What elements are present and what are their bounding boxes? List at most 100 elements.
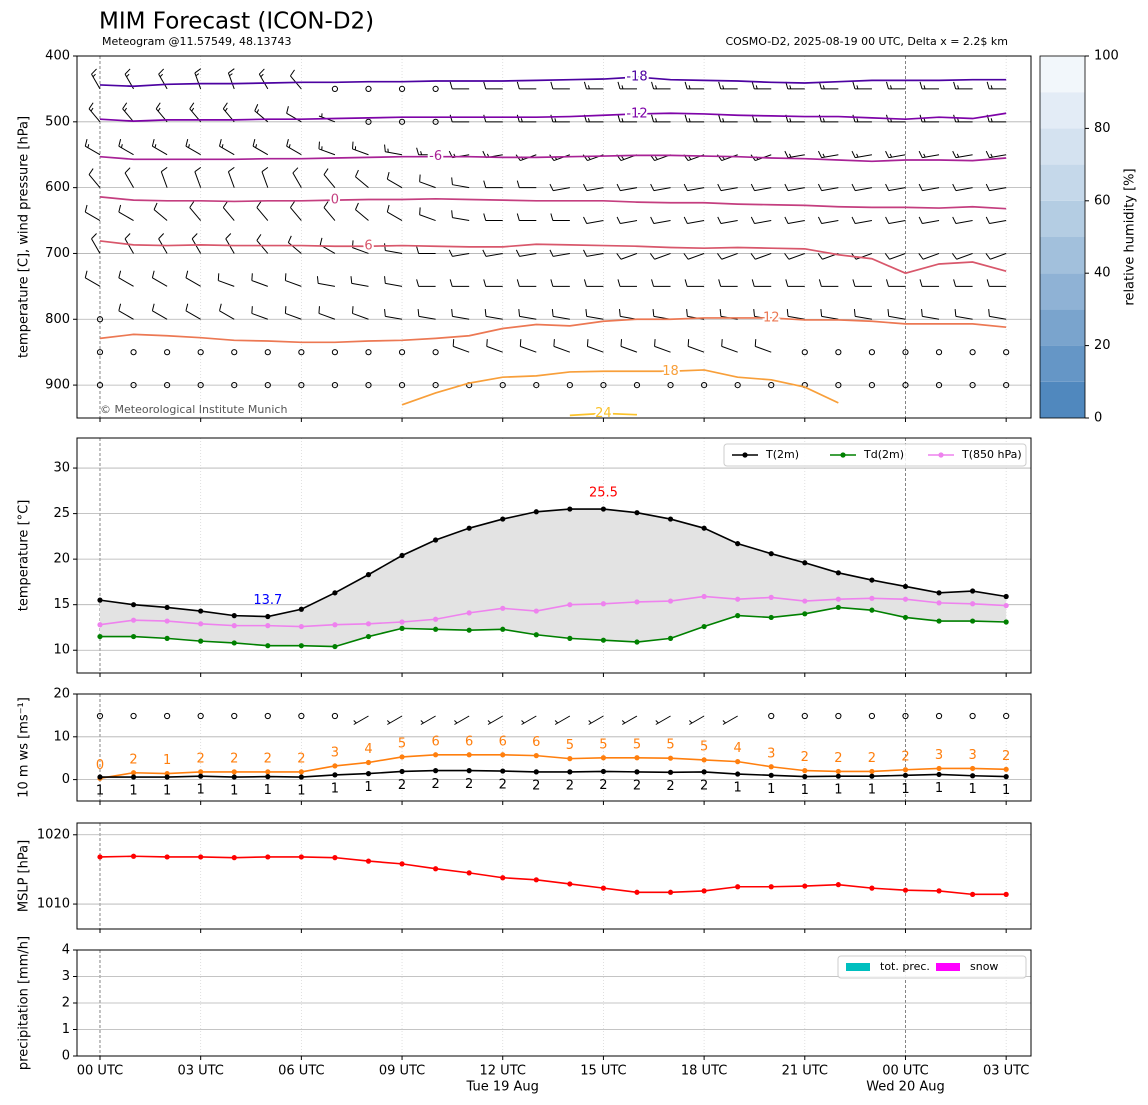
wind-barb [885,183,906,192]
wind-barb [553,339,571,353]
point [869,885,875,891]
wind-barb-calm [835,381,842,389]
colorbar-band [1040,164,1085,201]
point [634,889,640,895]
y-axis-label: MSLP [hPa] [17,840,32,912]
point [130,633,137,640]
data-label: 1 [230,784,238,799]
wind-barb [583,216,604,224]
point [970,773,976,779]
wind-barb [292,167,302,188]
wind-barb [554,715,571,725]
point [701,593,707,600]
axes-frame [76,822,1032,930]
wind-barb [650,216,671,224]
point [768,884,774,890]
point [231,613,237,619]
y-tick-label: 800 [45,312,70,327]
wind-barb-calm [164,712,171,720]
y-tick-label: 2 [62,996,70,1011]
point [802,768,808,774]
wind-barb [355,169,369,189]
wind-barb [451,210,470,222]
isotherm [99,240,1007,275]
wind-barb [290,201,302,221]
wind-barb-calm [902,381,909,389]
wind-barb [118,204,134,221]
wind-barb [185,303,201,320]
wind-barb [318,306,336,320]
x-tick-label: 00 UTC [77,1064,123,1079]
data-label: 5 [566,738,574,753]
y-tick-label: 700 [45,246,70,261]
wind-barb [784,183,805,192]
wind-barb [256,201,269,221]
wind-barb [261,166,269,188]
wind-barb-calm [868,349,876,356]
data-label: 1 [901,782,909,797]
wind-barb-calm [1003,381,1010,389]
point [433,626,439,632]
wind-barb [721,339,738,353]
point [399,768,405,775]
wind-barb-calm [533,381,540,389]
data-label: 2 [599,778,607,793]
point [902,772,909,778]
y-tick-label: 1020 [37,827,70,842]
data-label: 3 [767,746,775,761]
point [600,768,607,775]
point [802,774,808,780]
data-label: 2 [666,779,674,794]
wind-barb [885,81,906,90]
point [667,769,674,775]
point [600,637,607,643]
point [164,774,170,780]
wind-barb-calm [969,712,976,720]
colorbar-tick-label: 60 [1094,193,1111,208]
data-label: 1 [197,783,205,798]
legend-swatch [936,963,960,971]
point [567,881,573,887]
data-label: 2 [801,750,809,765]
wind-barb [284,306,302,320]
y-tick-label: 15 [53,597,70,612]
wind-barb [158,68,168,90]
wind-barb-calm [701,381,708,389]
wind-barb [885,216,906,224]
line [99,855,1007,896]
point [869,768,875,775]
wind-barb [384,243,403,254]
x-tick-label: 03 UTC [177,1064,223,1079]
colorbar-tick-label: 0 [1094,411,1102,426]
wind-barb-calm [868,381,876,389]
source-note: COSMO-D2, 2025-08-19 00 UTC, Delta x = 2… [725,35,1008,48]
point [667,516,674,522]
point [433,752,439,758]
wind-barb [316,276,336,287]
wind-barb [654,339,671,353]
point [667,635,674,641]
wind-barb [953,279,973,287]
wind-barb [918,252,940,260]
colorbar-band [1040,237,1085,274]
data-label: 1 [935,781,943,796]
wind-barb [352,306,369,320]
wind-barb-calm [164,349,171,356]
data-label: 1 [264,783,272,798]
wind-barb [448,249,470,257]
wind-barb [91,68,101,90]
wind-barb [118,270,134,287]
wind-barb [616,252,638,260]
wind-barb [817,183,839,192]
isotherm [99,154,1007,163]
wind-barb [617,81,637,90]
wind-barb [155,102,168,123]
wind-barb [684,81,705,90]
wind-barb [550,279,570,287]
point [265,613,271,620]
data-label: 2 [700,778,708,793]
wind-barb [986,279,1007,287]
y-tick-label: 600 [45,180,70,195]
wind-barb [189,201,202,221]
wind-barb [620,339,638,353]
